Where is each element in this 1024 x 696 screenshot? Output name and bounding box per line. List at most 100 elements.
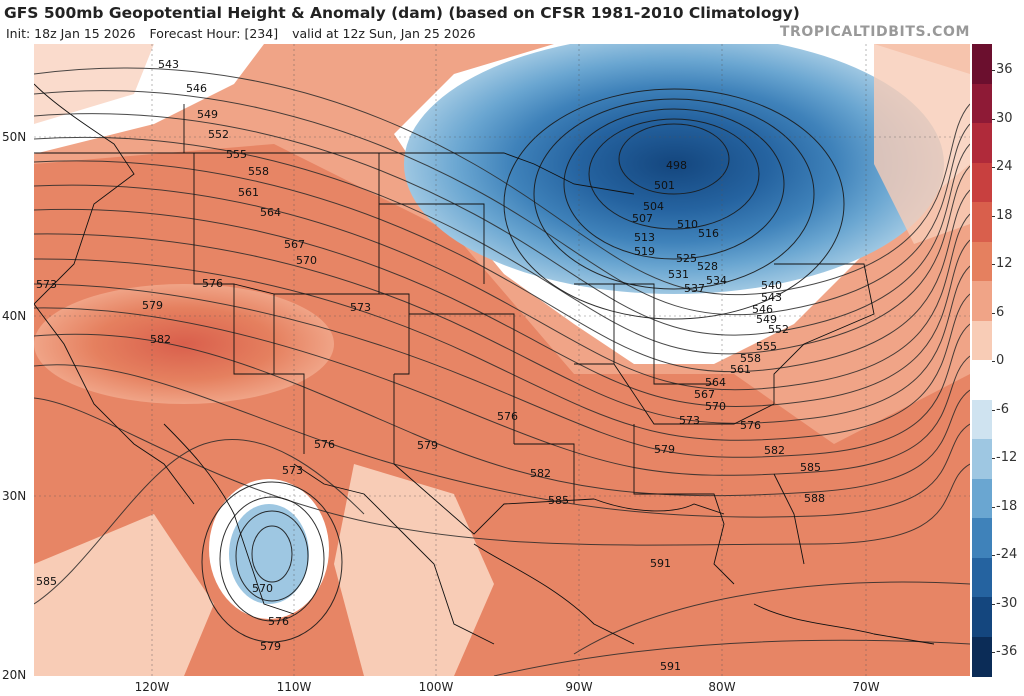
contour-label: 534 (706, 274, 727, 287)
run-info: Init: 18z Jan 15 2026 Forecast Hour: [23… (6, 26, 486, 41)
map-title: GFS 500mb Geopotential Height & Anomaly … (4, 4, 800, 22)
colorbar-segment (972, 399, 992, 440)
colorbar-label: -18 (996, 498, 1018, 514)
ridge-anomaly-southwest (34, 284, 334, 404)
colorbar (972, 44, 992, 677)
contour-label: 564 (705, 376, 726, 389)
colorbar-tick (992, 603, 995, 605)
contour-label: 528 (697, 260, 718, 273)
colorbar-tick (992, 70, 995, 71)
site-watermark: TROPICALTIDBITS.COM (779, 24, 970, 40)
contour-label: 558 (740, 352, 761, 365)
contour-label: 510 (677, 218, 698, 231)
lat-label-30n: 30N (2, 489, 27, 503)
contour-label: 531 (668, 268, 689, 281)
contour-label: 561 (238, 186, 259, 199)
contour-label: 576 (497, 410, 518, 423)
contour-label: 582 (764, 444, 785, 457)
lat-label-40n: 40N (2, 309, 27, 323)
contour-label: 516 (698, 227, 719, 240)
contour-label: 576 (314, 438, 335, 451)
contour-label: 576 (202, 277, 223, 290)
anomaly-map: 543 546 549 552 555 558 561 564 567 570 573 576 579 5… (34, 44, 970, 676)
contour-label: 540 (761, 279, 782, 292)
contour-label: 561 (730, 363, 751, 376)
colorbar-label: 36 (996, 62, 1013, 77)
contour-label: 591 (660, 660, 681, 673)
colorbar-tick (992, 458, 995, 459)
contour-label: 546 (752, 303, 773, 316)
lon-label-90w: 90W (565, 680, 593, 694)
contour-label: 573 (282, 464, 303, 477)
contour-label: 543 (158, 58, 179, 71)
colorbar-segment (972, 518, 992, 558)
colorbar-label: 30 (996, 110, 1013, 126)
lon-label-100w: 100W (418, 680, 454, 694)
colorbar-label: 12 (996, 256, 1013, 271)
colorbar-segment (972, 44, 992, 84)
contour-label: 513 (634, 231, 655, 244)
colorbar-tick (992, 215, 995, 217)
contour-label: 585 (800, 461, 821, 474)
contour-label: 567 (284, 238, 305, 251)
contour-label: 585 (548, 494, 569, 507)
contour-label: 576 (740, 419, 761, 432)
colorbar-tick (992, 506, 995, 508)
forecast-hour: Forecast Hour: [234] (149, 26, 279, 41)
colorbar-segment (972, 162, 992, 203)
colorbar-tick (992, 312, 995, 314)
contour-label: 525 (676, 252, 697, 265)
contour-label: 591 (650, 557, 671, 570)
colorbar-segment (972, 557, 992, 598)
contour-label: 573 (679, 414, 700, 427)
colorbar-segment (972, 123, 992, 163)
contour-label: 552 (208, 128, 229, 141)
contour-label: 504 (643, 200, 664, 213)
contour-label: 498 (666, 159, 687, 172)
cutoff-low-anomaly-baja (229, 504, 309, 604)
colorbar-segment (972, 439, 992, 479)
init-time: Init: 18z Jan 15 2026 (6, 26, 136, 41)
lon-label-70w: 70W (852, 680, 880, 694)
cutoff-low-contours (201, 481, 343, 643)
contour-label: 573 (350, 301, 371, 314)
contour-label: 564 (260, 206, 281, 219)
colorbar-segment (972, 478, 992, 519)
contour-label: 507 (632, 212, 653, 225)
colorbar-label: -6 (996, 401, 1009, 417)
trough-contours (503, 88, 845, 320)
contour-label: 519 (634, 245, 655, 258)
contour-label: 570 (252, 582, 273, 595)
colorbar-label: 24 (996, 159, 1013, 174)
colorbar-segment (972, 597, 992, 637)
colorbar-label: 18 (996, 207, 1013, 223)
colorbar-tick (992, 652, 995, 653)
colorbar-segment (972, 320, 992, 361)
colorbar-label: -30 (996, 595, 1018, 611)
contour-label: 579 (142, 299, 163, 312)
colorbar-segment (972, 636, 992, 677)
contour-label: 549 (197, 108, 218, 121)
contour-label: 579 (260, 640, 281, 653)
colorbar-tick (992, 409, 995, 411)
contour-label: 555 (756, 340, 777, 353)
height-contours (34, 67, 970, 676)
light-anomaly-west (34, 514, 214, 676)
colorbar-label: 0 (996, 353, 1005, 368)
lon-label-110w: 110W (276, 680, 312, 694)
lat-label-20n: 20N (2, 668, 27, 682)
contour-label: 558 (248, 165, 269, 178)
colorbar-segment (972, 360, 992, 400)
contour-label: 537 (684, 282, 705, 295)
colorbar-segment (972, 202, 992, 242)
contour-label: 501 (654, 179, 675, 192)
colorbar-label: 6 (996, 304, 1005, 320)
colorbar-tick (992, 264, 995, 265)
lon-label-80w: 80W (708, 680, 736, 694)
borders (34, 83, 935, 645)
colorbar-tick (992, 167, 995, 168)
contour-label: 582 (150, 333, 171, 346)
contour-label: 543 (761, 291, 782, 304)
